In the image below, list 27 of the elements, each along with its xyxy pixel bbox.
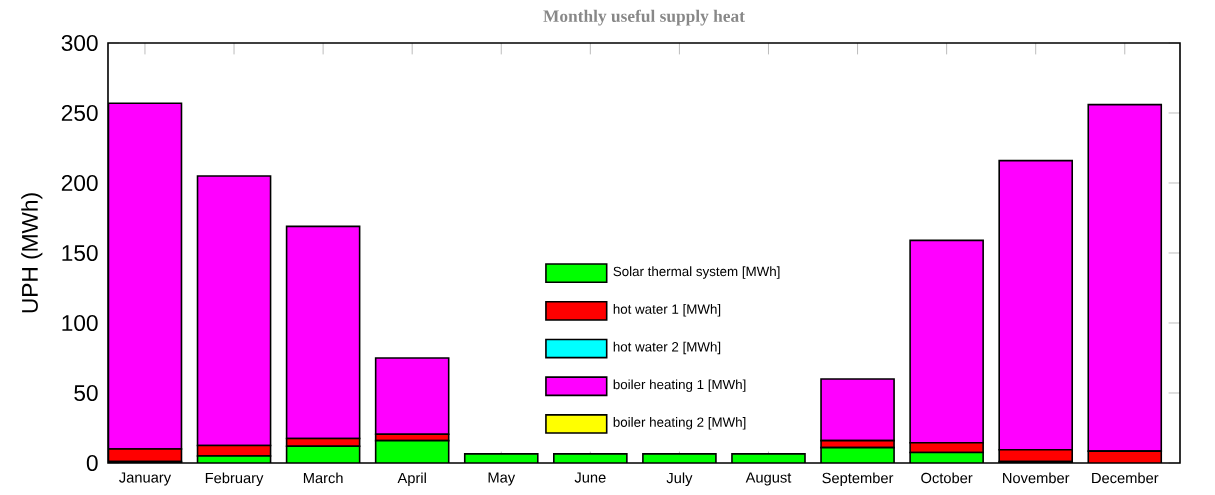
y-tick-label: 300 — [61, 34, 98, 52]
y-tick-label: 100 — [62, 314, 98, 332]
x-tick-label: October — [921, 472, 973, 484]
legend-label: boiler heating 1 [MWh] — [613, 379, 746, 392]
x-tick-label: March — [303, 472, 343, 484]
x-tick-label: January — [119, 472, 172, 486]
y-tick-label: 250 — [61, 104, 98, 122]
bar — [999, 449, 1073, 462]
y-tick-label: 150 — [62, 244, 98, 262]
x-tick-label: June — [574, 472, 606, 483]
x-tick-label: December — [1092, 472, 1159, 484]
x-tick-label: September — [822, 472, 894, 487]
x-tick-label: November — [1003, 472, 1070, 484]
x-tick-label: July — [666, 472, 693, 487]
legend-label: hot water 1 [MWh] — [613, 304, 721, 317]
legend-label: hot water 2 [MWh] — [613, 341, 721, 355]
x-tick-label: April — [397, 472, 426, 487]
x-tick-label: August — [745, 472, 792, 486]
y-tick-label: 200 — [61, 174, 98, 192]
legend-label: Solar thermal system [MWh] — [613, 266, 780, 279]
x-tick-label: May — [488, 472, 516, 486]
chart-title: Monthly useful supply heat — [543, 9, 745, 26]
legend-label: boiler heating 2 [MWh] — [613, 417, 746, 430]
x-tick-label: February — [205, 472, 264, 487]
y-axis-title: UPH (MWh) — [21, 193, 43, 313]
y-tick-label: 50 — [74, 384, 98, 402]
y-tick-label: 0 — [86, 454, 98, 472]
